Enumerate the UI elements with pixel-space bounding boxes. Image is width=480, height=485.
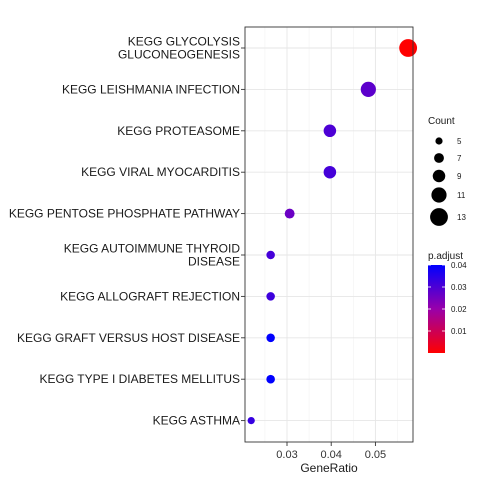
count-legend-dot [431,187,447,203]
p-adjust-legend-title: p.adjust [428,251,463,262]
plot-area [244,26,418,443]
count-legend-dot [434,153,444,163]
category-label: GLUCONEOGENESIS [118,48,240,62]
data-point [266,292,275,301]
p-adjust-tick-label: 0.03 [451,283,467,292]
category-label: KEGG PROTEASOME [117,124,240,138]
x-tick-label: 0.03 [276,449,297,461]
count-legend-label: 9 [457,172,462,181]
count-legend-label: 7 [457,154,462,163]
x-axis-title: GeneRatio [300,461,358,475]
count-legend-label: 13 [457,213,466,222]
p-adjust-legend: p.adjust 0.01 0.02 0.03 0.04 [428,251,467,353]
data-point [266,333,275,343]
data-point [266,250,275,260]
category-label: DISEASE [188,255,240,269]
count-legend-dot [432,169,446,183]
data-point [399,39,418,57]
p-adjust-tick-label: 0.02 [451,305,467,314]
data-point [360,81,376,97]
category-label: KEGG ASTHMA [153,414,240,428]
category-label: KEGG AUTOIMMUNE THYROID [64,242,241,256]
category-label: KEGG PENTOSE PHOSPHATE PATHWAY [9,207,240,221]
category-label: KEGG TYPE I DIABETES MELLITUS [39,372,240,386]
plot-background [245,27,413,442]
category-label: KEGG GLYCOLYSIS [128,35,240,49]
data-point [247,417,255,425]
category-label: KEGG ALLOGRAFT REJECTION [60,289,240,303]
x-tick-label: 0.05 [365,449,386,461]
category-label: KEGG VIRAL MYOCARDITIS [81,165,240,179]
data-point [323,124,337,138]
category-label: KEGG GRAFT VERSUS HOST DISEASE [17,331,240,345]
category-label: KEGG LEISHMANIA INFECTION [62,82,240,96]
count-legend-label: 5 [457,137,462,146]
x-axis: 0.03 0.04 0.05 [276,442,386,461]
data-point [266,374,275,384]
data-point [284,208,295,219]
count-legend-label: 11 [457,191,466,200]
count-legend-title: Count [428,116,455,127]
p-adjust-tick-label: 0.04 [451,261,467,270]
x-tick-label: 0.04 [320,449,341,461]
count-legend-dot [435,137,443,145]
count-legend-dot [430,208,448,226]
data-point [323,165,337,179]
plot-border [244,26,414,443]
p-adjust-tick-label: 0.01 [451,327,467,336]
p-adjust-colorbar [428,265,445,353]
count-legend: Count 5 7 9 11 13 [428,116,466,226]
